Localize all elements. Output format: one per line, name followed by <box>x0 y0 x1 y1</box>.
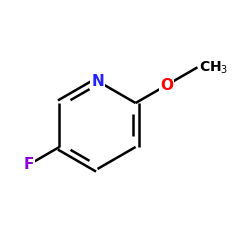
Text: O: O <box>160 78 173 93</box>
Text: CH$_3$: CH$_3$ <box>199 59 228 76</box>
Text: N: N <box>91 74 104 88</box>
Text: F: F <box>23 157 34 172</box>
